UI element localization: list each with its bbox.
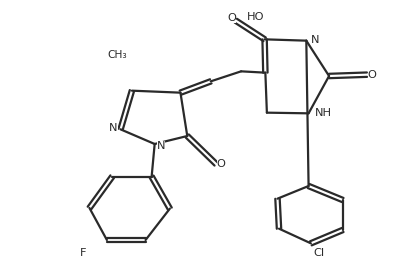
Text: CH₃: CH₃ (108, 50, 127, 60)
Text: F: F (79, 248, 86, 258)
Text: HO: HO (247, 12, 264, 22)
Text: O: O (367, 70, 377, 80)
Text: NH: NH (314, 108, 332, 118)
Text: N: N (311, 35, 320, 45)
Text: N: N (157, 141, 165, 151)
Text: N: N (109, 123, 118, 133)
Text: O: O (227, 13, 236, 23)
Text: O: O (217, 159, 226, 169)
Text: Cl: Cl (314, 248, 325, 258)
